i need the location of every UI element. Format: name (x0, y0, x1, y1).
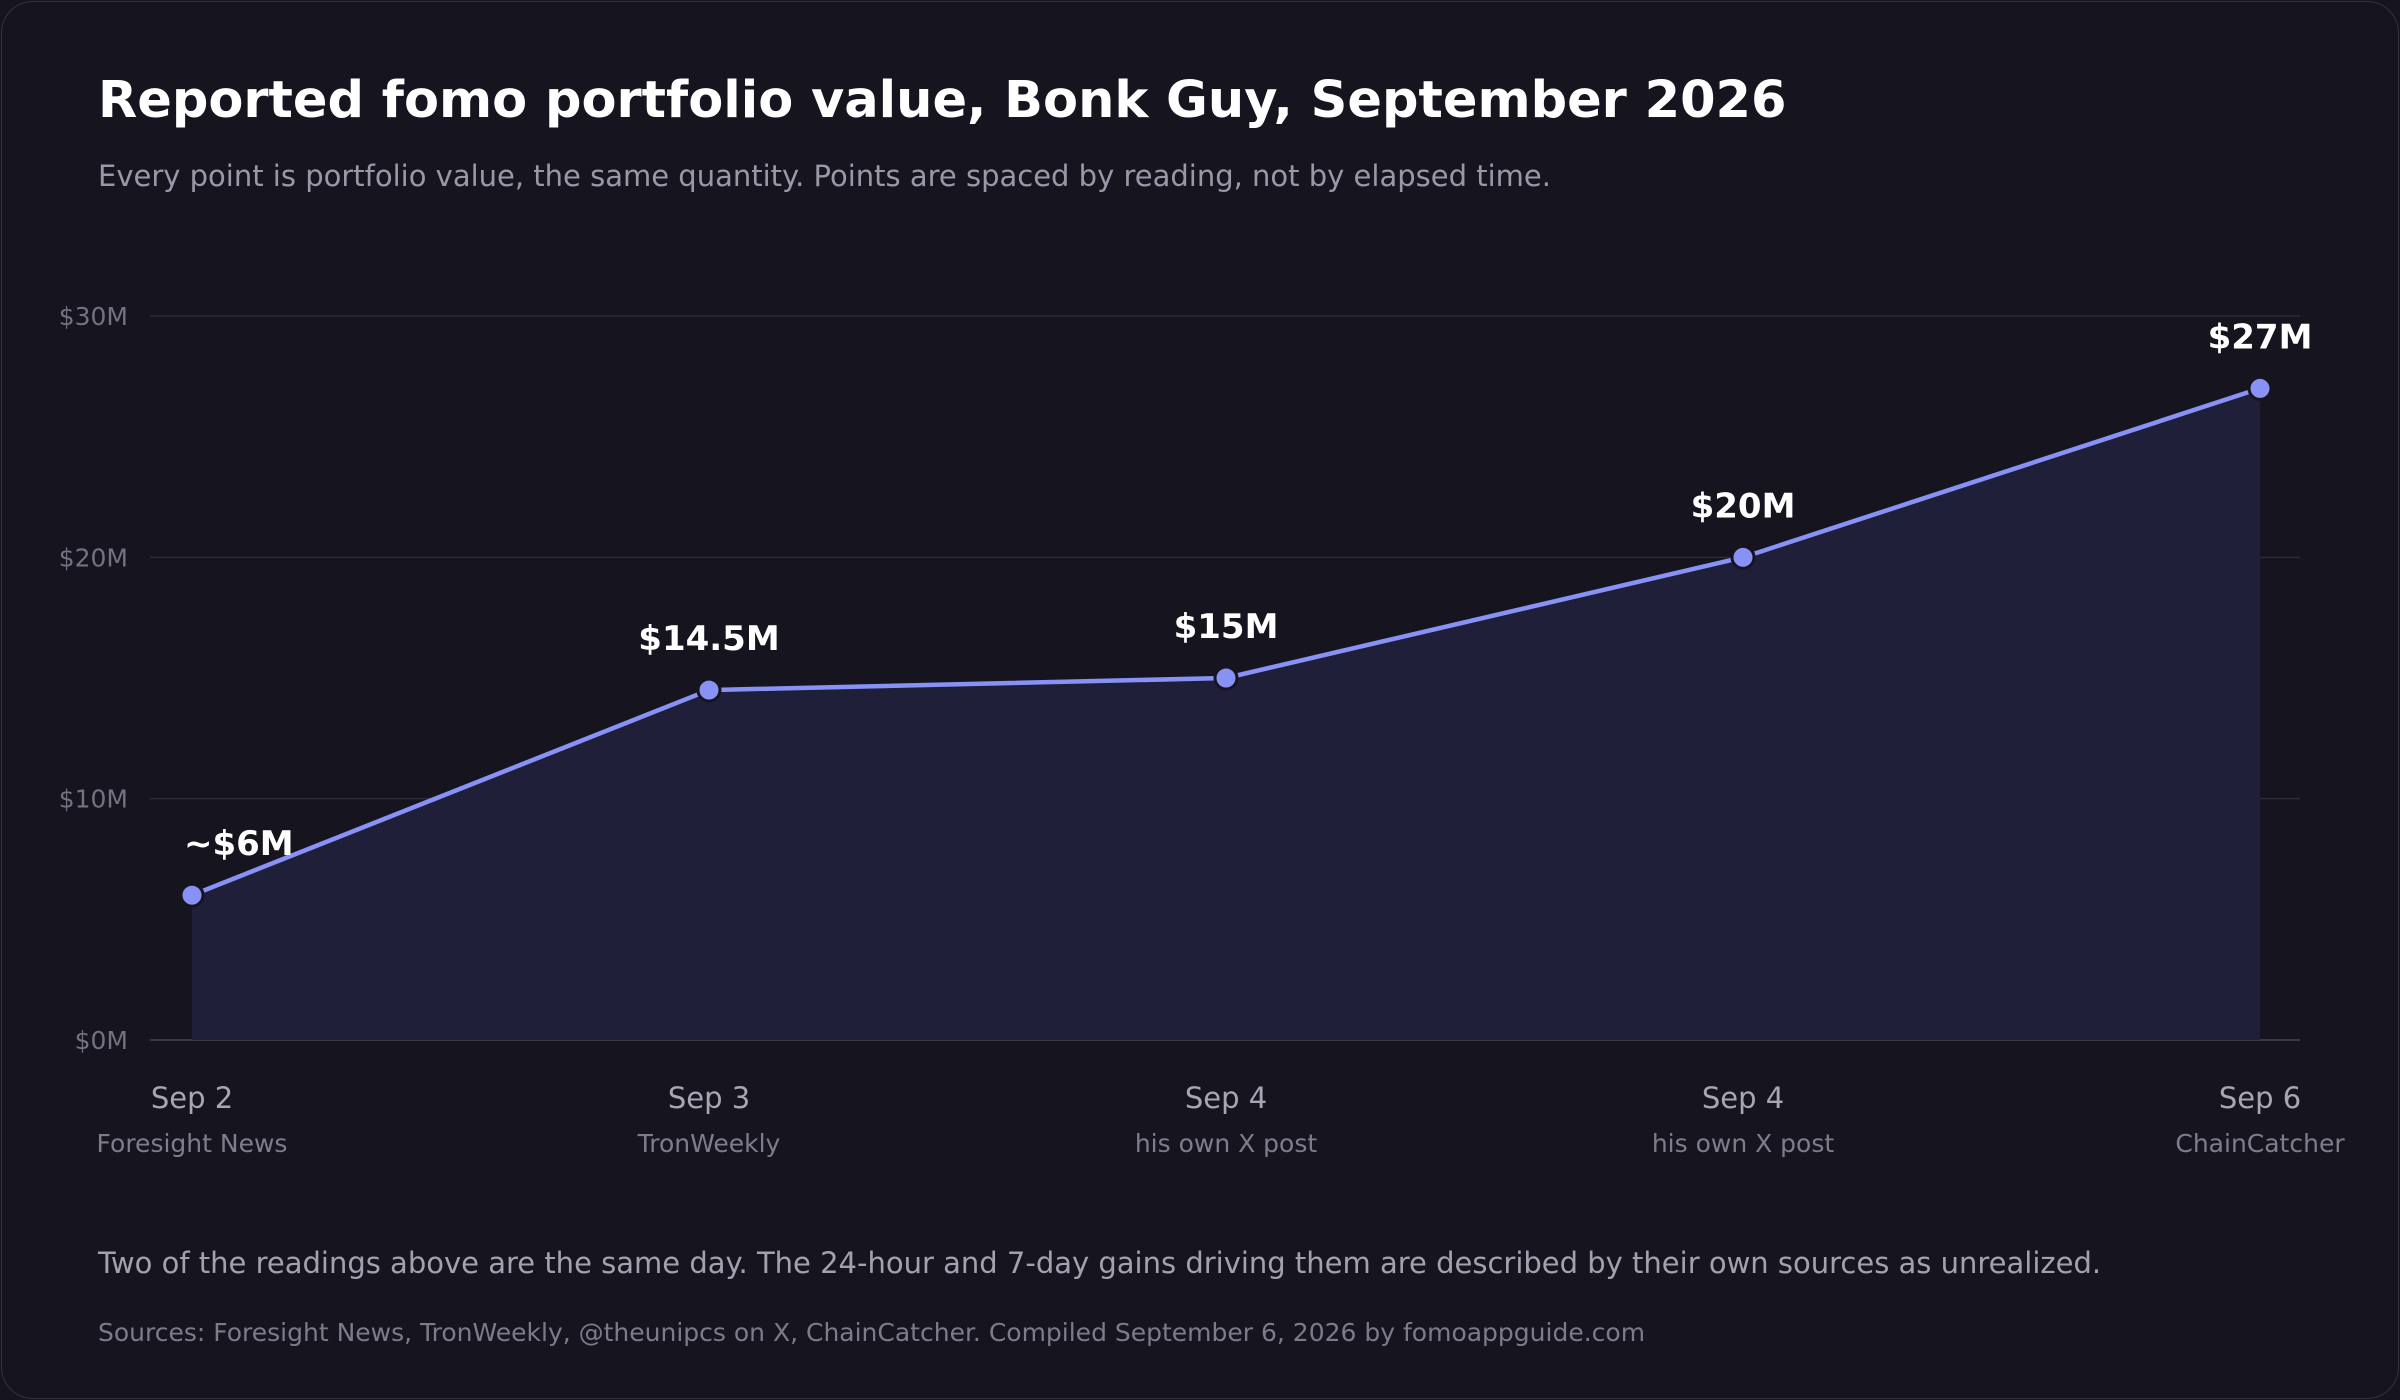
x-tick-source: his own X post (1135, 1129, 1318, 1158)
x-tick-source: ChainCatcher (2175, 1129, 2345, 1158)
x-tick-source: Foresight News (97, 1129, 288, 1158)
data-label: ~$6M (184, 824, 294, 864)
data-label: $14.5M (638, 619, 779, 659)
x-tick-source: TronWeekly (637, 1129, 781, 1158)
chart-title: Reported fomo portfolio value, Bonk Guy,… (98, 71, 1787, 130)
y-tick-label: $0M (75, 1026, 128, 1055)
x-tick-date: Sep 4 (1185, 1081, 1267, 1115)
data-point (2247, 375, 2273, 401)
data-label: $20M (1691, 486, 1796, 526)
x-tick-date: Sep 4 (1702, 1081, 1784, 1115)
data-point (1730, 544, 1756, 570)
y-tick-label: $20M (59, 543, 128, 572)
chart-sources: Sources: Foresight News, TronWeekly, @th… (98, 1318, 1646, 1347)
x-tick-date: Sep 3 (668, 1081, 750, 1115)
x-tick-date: Sep 6 (2219, 1081, 2301, 1115)
data-point (179, 882, 205, 908)
area-fill (192, 388, 2260, 1040)
data-point (1213, 665, 1239, 691)
data-point (696, 677, 722, 703)
y-tick-label: $30M (59, 302, 128, 331)
x-axis: Sep 2 Foresight News Sep 3 TronWeekly Sep 4 h… (97, 1081, 2346, 1158)
y-tick-label: $10M (59, 785, 128, 814)
area-fill-layer (192, 388, 2260, 1040)
x-tick-source: his own X post (1652, 1129, 1835, 1158)
x-tick-date: Sep 2 (151, 1081, 233, 1115)
data-points: ~$6M $14.5M $15M $20M $27M (179, 317, 2313, 908)
data-label: $27M (2208, 317, 2313, 357)
y-axis: $0M $10M $20M $30M (59, 302, 128, 1055)
chart-subtitle: Every point is portfolio value, the same… (98, 159, 1551, 193)
data-label: $15M (1174, 607, 1279, 647)
chart-footnote: Two of the readings above are the same d… (98, 1246, 2102, 1280)
